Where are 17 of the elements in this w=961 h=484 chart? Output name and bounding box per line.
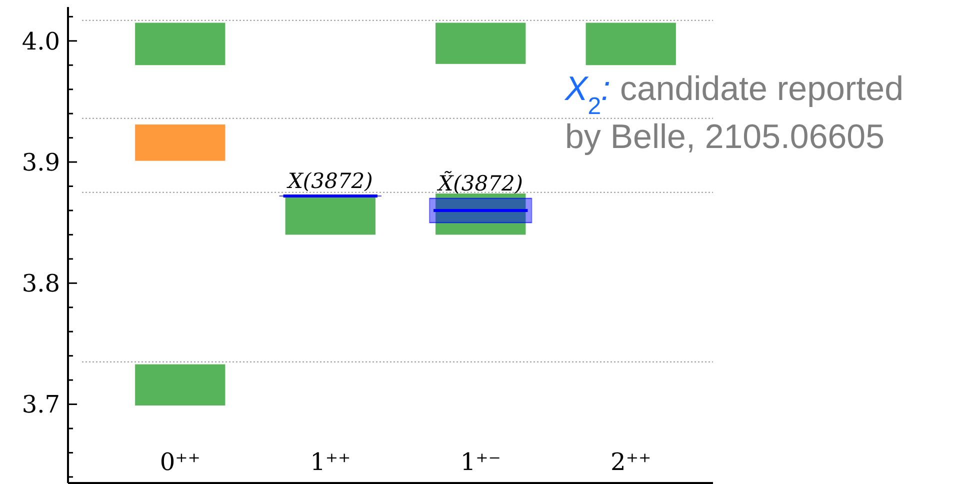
- bar: [285, 197, 376, 235]
- annotation: X̃(3872): [436, 170, 524, 196]
- x-tick-label: 1⁺⁻: [460, 448, 501, 476]
- x-tick-label: 1⁺⁺: [310, 448, 351, 476]
- bar: [436, 22, 526, 64]
- bar: [135, 124, 226, 161]
- annotation: X$_{2}$: candidate reported by Belle, 2105.06605: [564, 70, 904, 156]
- y-tick-label: 4.0: [22, 27, 60, 56]
- x-tick-label: 0⁺⁺: [160, 448, 200, 476]
- annotation: X(3872): [286, 168, 373, 193]
- y-tick-label: 3.8: [22, 270, 60, 298]
- bar: [135, 22, 226, 66]
- y-tick-label: 3.7: [22, 390, 60, 419]
- bar: [135, 364, 226, 406]
- y-tick-label: 3.9: [22, 148, 60, 176]
- bar: [586, 22, 676, 66]
- x-tick-label: 2⁺⁺: [610, 448, 652, 476]
